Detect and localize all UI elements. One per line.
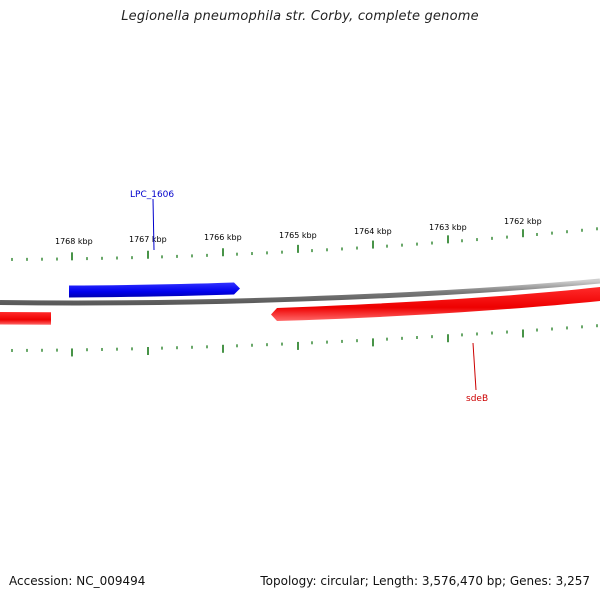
scale-label-1763: 1763 kbp: [429, 223, 467, 232]
genome-summary-text: Topology: circular; Length: 3,576,470 bp…: [260, 574, 590, 588]
scale-label-1768: 1768 kbp: [55, 237, 93, 246]
scale-label-1762: 1762 kbp: [504, 217, 542, 226]
gene-lpc-1606[interactable]: [69, 282, 240, 298]
gene-partial-left[interactable]: [0, 312, 51, 325]
gene-sdeb[interactable]: [271, 287, 600, 321]
gene-label-sdeb: sdeB: [466, 394, 488, 404]
scale-label-1765: 1765 kbp: [279, 231, 317, 240]
gene-label-leader-lpc-1606: [152, 198, 155, 251]
scale-label-1766: 1766 kbp: [204, 233, 242, 242]
gene-label-leader-sdeb: [472, 342, 477, 391]
genome-backbone: [0, 278, 600, 306]
accession-text: Accession: NC_009494: [9, 574, 146, 588]
map-title: Legionella pneumophila str. Corby, compl…: [121, 9, 479, 24]
scale-label-1767: 1767 kbp: [129, 235, 167, 244]
gene-label-lpc-1606: LPC_1606: [130, 190, 174, 200]
outer-tick-row: [11, 227, 598, 261]
inner-tick-row: [11, 324, 598, 357]
scale-labels: 1768 kbp 1767 kbp 1766 kbp 1765 kbp 1764…: [55, 217, 542, 246]
scale-label-1764: 1764 kbp: [354, 227, 392, 236]
